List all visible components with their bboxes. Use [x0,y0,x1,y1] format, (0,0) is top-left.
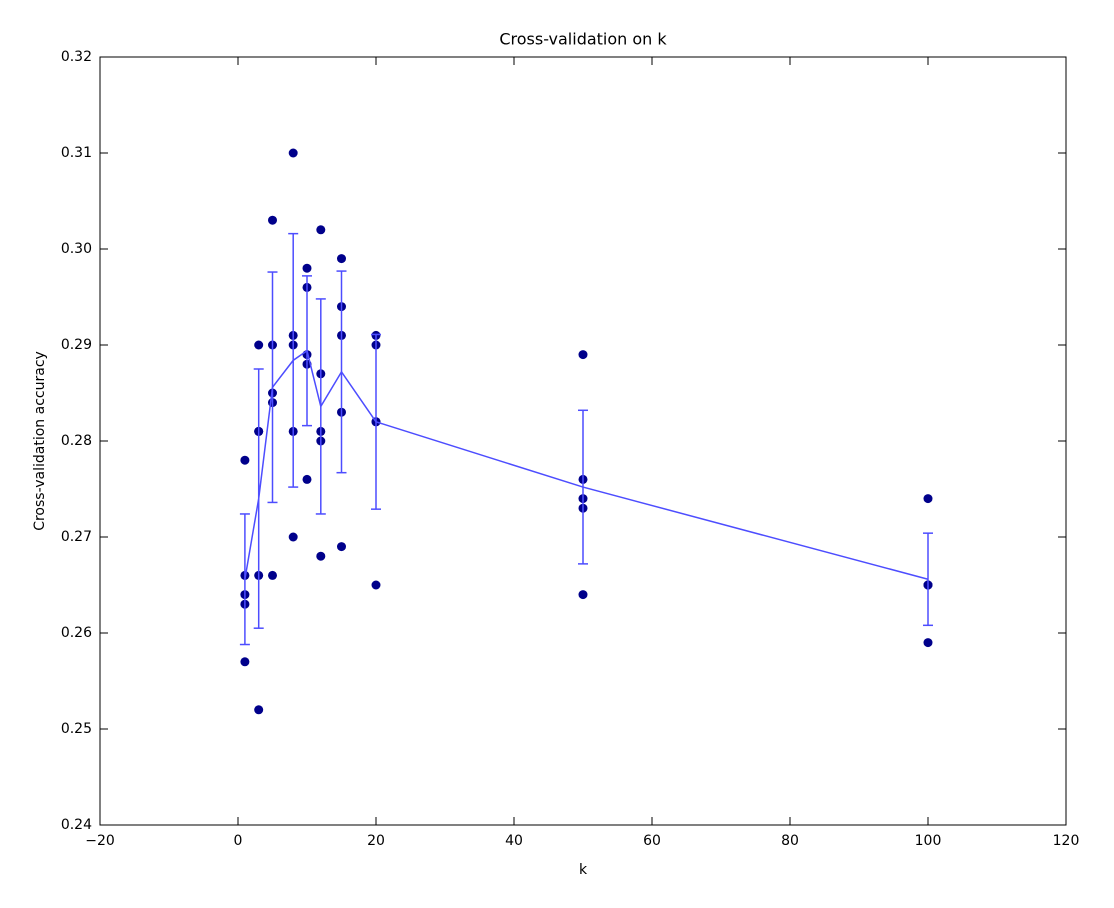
point [302,263,312,273]
y-axis-label: Cross-validation accuracy [32,351,48,531]
x-axis-label: k [579,862,588,878]
point [268,215,277,225]
mean-line [244,349,929,580]
point [254,340,264,350]
x-tick-label: 80 [781,833,799,849]
point [316,551,326,561]
point [240,657,250,667]
point [923,638,933,648]
chart-title: Cross-validation on k [499,30,667,49]
y-tick-label: 0.24 [61,817,92,833]
x-tick-label: 40 [505,833,523,849]
plot-frame [99,56,1067,826]
point [371,580,381,590]
y-tick-label: 0.25 [61,721,92,737]
y-tick-label: 0.32 [61,49,92,65]
y-tick-label: 0.27 [61,529,92,545]
point [578,590,588,600]
x-tick-label: 120 [1053,833,1080,849]
x-tick-label: 20 [367,833,385,849]
y-tick-label: 0.26 [61,625,92,641]
point [288,148,298,158]
y-tick-label: 0.31 [61,145,92,161]
point [240,455,250,465]
point [578,350,588,360]
point [316,225,326,235]
point [268,570,277,580]
x-tick-label: −20 [85,833,115,849]
x-tick-label: 100 [915,833,942,849]
x-tick-label: 60 [643,833,661,849]
point [288,532,298,542]
point [337,254,346,264]
x-tick-label: 0 [234,833,243,849]
y-tick-label: 0.30 [61,241,92,257]
point [337,542,346,552]
point [923,494,933,504]
point [254,705,264,715]
y-tick-label: 0.28 [61,433,92,449]
y-tick-label: 0.29 [61,337,92,353]
point [302,474,312,484]
